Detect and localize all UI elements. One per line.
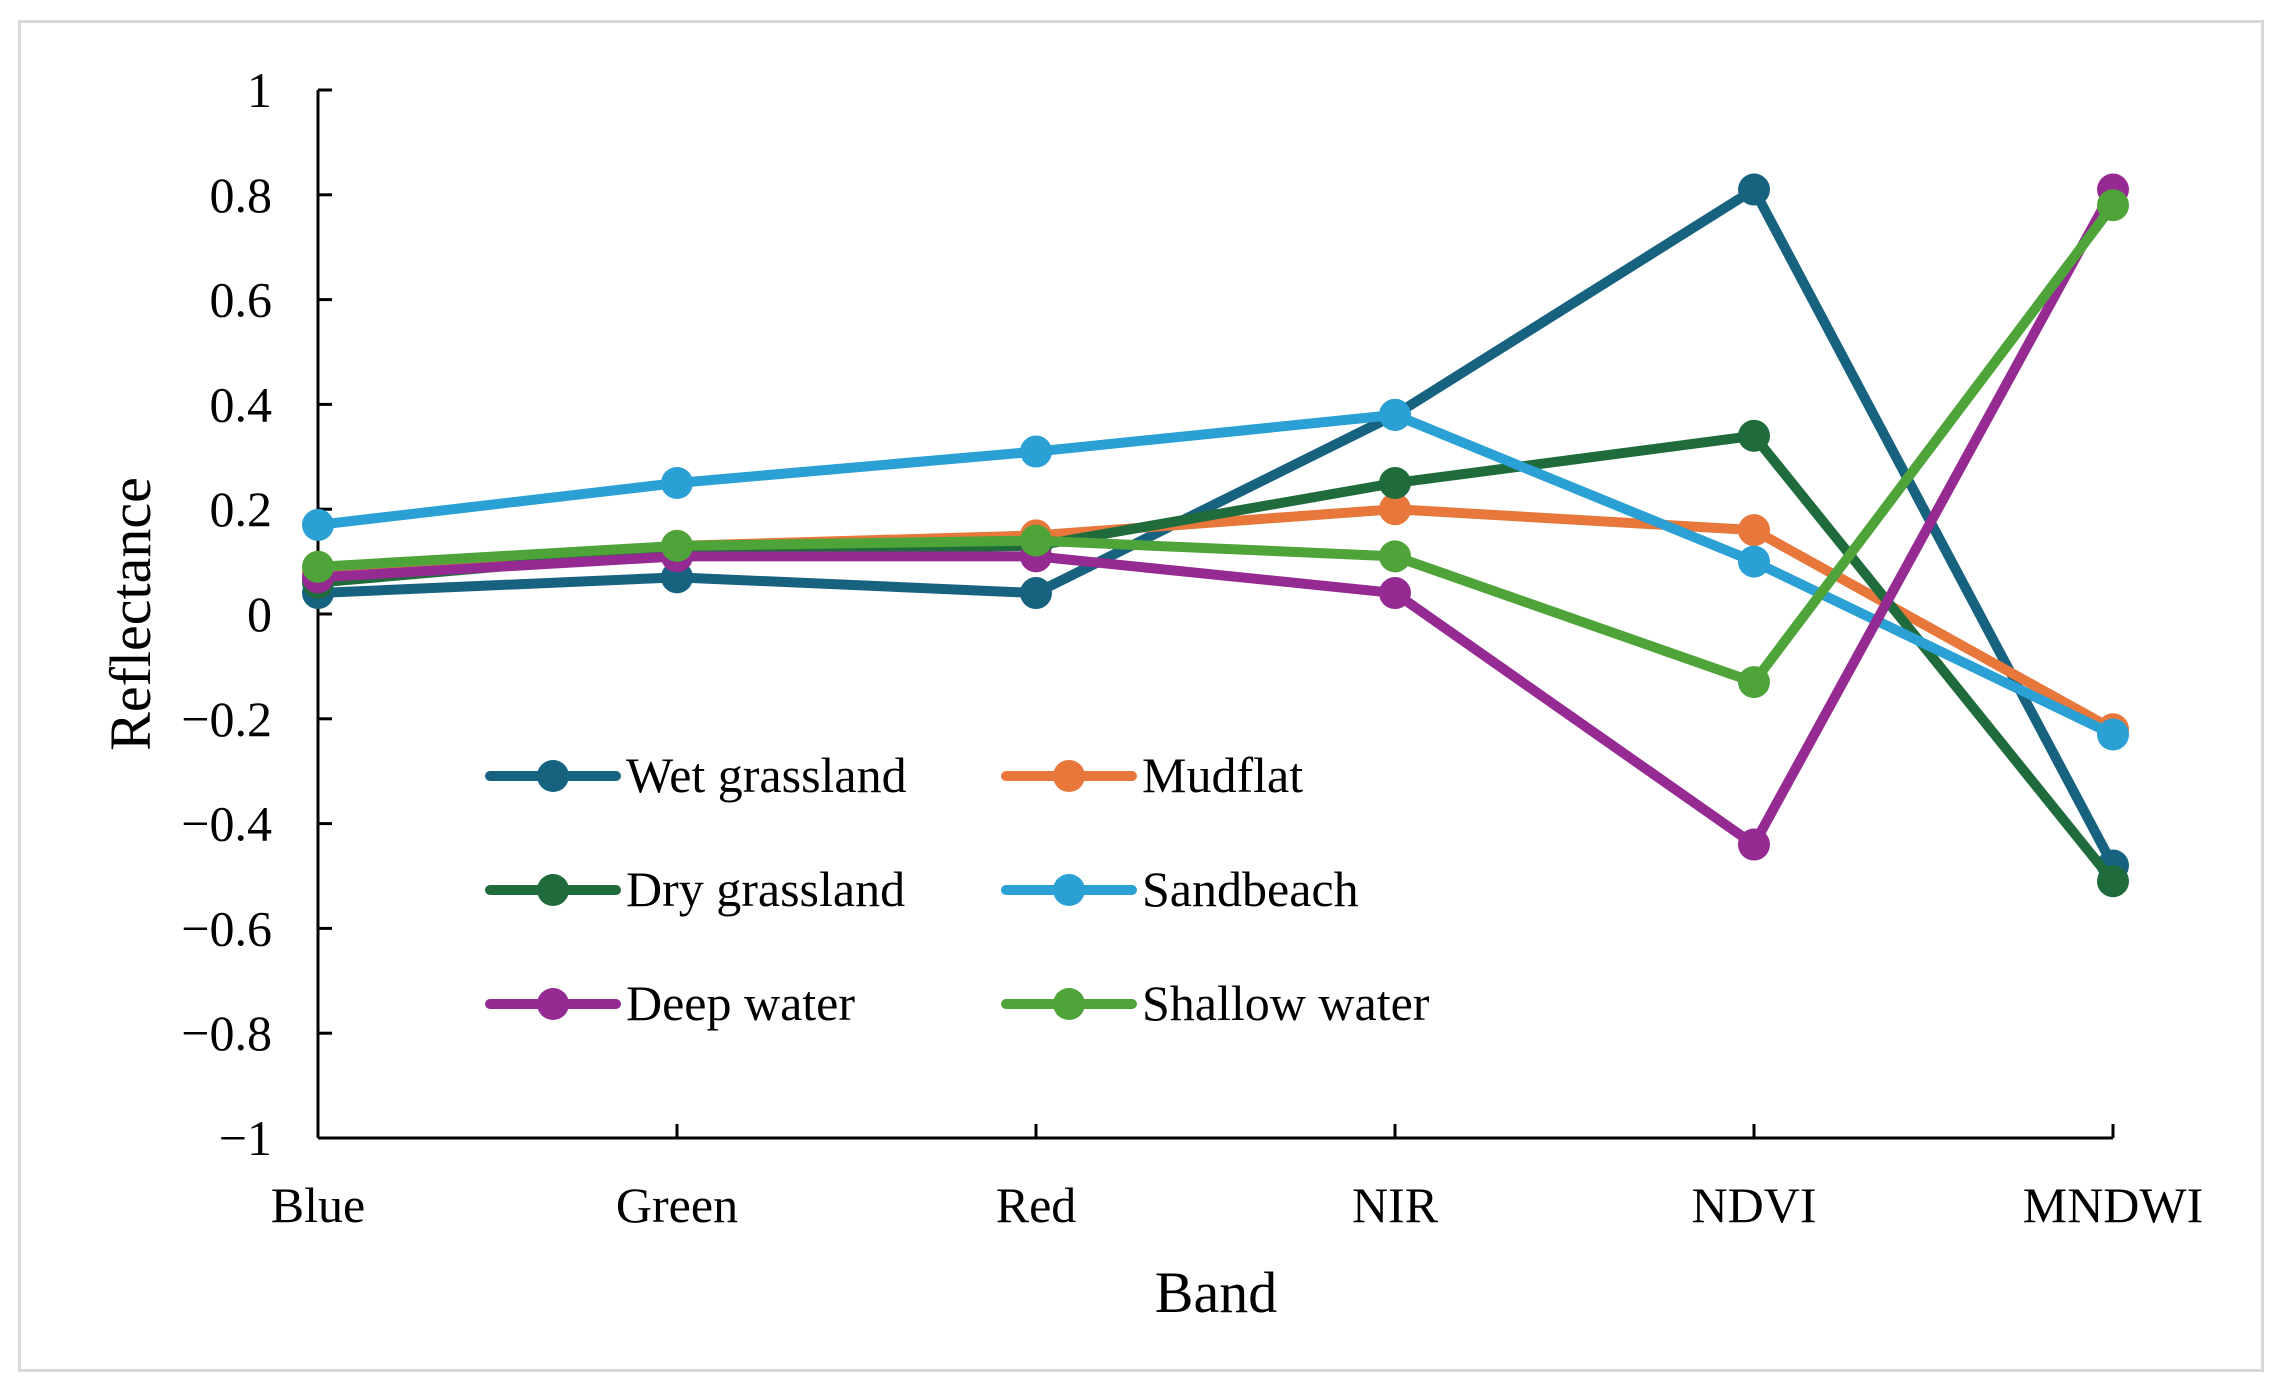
point-sandbeach — [1738, 546, 1770, 578]
legend-item-sandbeach: Sandbeach — [1006, 861, 1359, 917]
y-tick-label: −0.6 — [181, 900, 272, 956]
point-sandbeach — [1379, 399, 1411, 431]
y-tick-label: 1 — [247, 62, 272, 118]
legend-label: Shallow water — [1142, 975, 1430, 1031]
y-tick-label: 0 — [247, 586, 272, 642]
legend-item-shallow-water: Shallow water — [1006, 975, 1430, 1031]
legend-marker — [537, 988, 569, 1020]
line-chart: 1 0.8 0.6 0.4 0.2 0 −0.2 −0.4 −0.6 −0.8 −1 Blue Gree… — [0, 0, 2288, 1396]
series-mudflat — [302, 493, 2129, 745]
y-tick-label: 0.6 — [210, 272, 273, 328]
x-tick-label: MNDWI — [2023, 1177, 2204, 1233]
point-dry-grassland — [1379, 467, 1411, 499]
x-tick-label: NIR — [1352, 1177, 1439, 1233]
legend-label: Deep water — [626, 975, 855, 1031]
legend-item-mudflat: Mudflat — [1006, 747, 1303, 803]
axes: 1 0.8 0.6 0.4 0.2 0 −0.2 −0.4 −0.6 −0.8 −1 Blue Gree… — [181, 62, 2203, 1233]
point-shallow-water — [1738, 666, 1770, 698]
x-axis-title: Band — [1155, 1260, 1277, 1325]
point-shallow-water — [1020, 525, 1052, 557]
legend-label: Sandbeach — [1142, 861, 1359, 917]
legend-marker — [537, 874, 569, 906]
y-tick-label: −0.8 — [181, 1005, 272, 1061]
point-sandbeach — [1020, 436, 1052, 468]
point-mudflat — [1738, 514, 1770, 546]
point-wet-grassland — [1738, 174, 1770, 206]
point-shallow-water — [661, 530, 693, 562]
point-deep-water — [1738, 829, 1770, 861]
point-sandbeach — [302, 509, 334, 541]
series-shallow-water — [302, 189, 2129, 698]
series-line-shallow-water — [318, 205, 2113, 682]
legend-item-dry-grassland: Dry grassland — [490, 861, 905, 917]
x-tick-label: Blue — [271, 1177, 365, 1233]
point-shallow-water — [302, 551, 334, 583]
point-shallow-water — [2097, 189, 2129, 221]
y-tick-label: −1 — [219, 1110, 272, 1166]
y-tick-label: −0.4 — [181, 796, 272, 852]
legend-marker — [1053, 874, 1085, 906]
legend-label: Dry grassland — [626, 861, 905, 917]
point-deep-water — [1379, 577, 1411, 609]
x-tick-label: Red — [996, 1177, 1077, 1233]
legend-marker — [537, 760, 569, 792]
point-dry-grassland — [1738, 420, 1770, 452]
legend-label: Wet grassland — [626, 747, 907, 803]
point-dry-grassland — [2097, 865, 2129, 897]
y-tick-label: 0.8 — [210, 167, 273, 223]
legend-item-wet-grassland: Wet grassland — [490, 747, 907, 803]
point-wet-grassland — [1020, 577, 1052, 609]
point-sandbeach — [2097, 719, 2129, 751]
x-tick-label: Green — [616, 1177, 738, 1233]
point-shallow-water — [1379, 540, 1411, 572]
legend-marker — [1053, 988, 1085, 1020]
y-tick-label: 0.4 — [210, 376, 273, 432]
y-tick-label: 0.2 — [210, 481, 273, 537]
y-tick-label: −0.2 — [181, 691, 272, 747]
x-tick-label: NDVI — [1692, 1177, 1817, 1233]
legend-item-deep-water: Deep water — [490, 975, 855, 1031]
point-sandbeach — [661, 467, 693, 499]
y-axis-title: Reflectance — [98, 477, 163, 751]
legend: Wet grassland Mudflat Dry grassland Sandbea… — [490, 747, 1430, 1031]
legend-marker — [1053, 760, 1085, 792]
legend-label: Mudflat — [1142, 747, 1303, 803]
